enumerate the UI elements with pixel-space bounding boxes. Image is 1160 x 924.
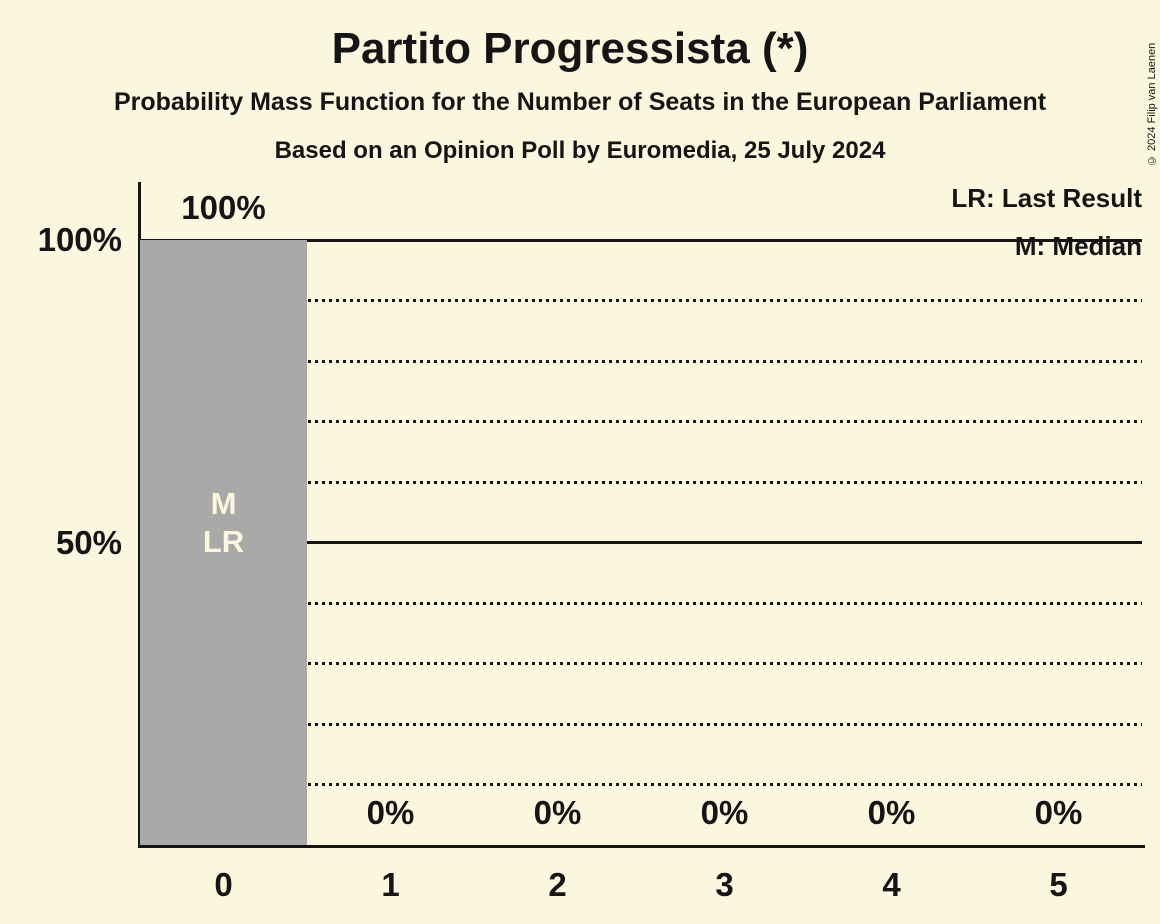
gridline-dotted-20: [140, 722, 1142, 726]
gridline-solid-100: [140, 238, 1142, 242]
x-tick-label-0: 0: [214, 866, 233, 903]
plot-area: 100% M LR 0% 0% 0% 0% 0%: [140, 189, 1142, 845]
bar-cell-3: 0%: [641, 240, 808, 845]
x-tick-label-1: 1: [381, 866, 400, 903]
bar-seats-0: [140, 240, 307, 845]
gridline-dotted-10: [140, 783, 1142, 786]
x-tick-label-4: 4: [882, 866, 901, 903]
bar-annotation-0: M LR: [140, 485, 307, 561]
x-axis-tick-labels: 0 1 2 3 4 5: [140, 866, 1142, 911]
bar-value-label-4: 0%: [867, 794, 916, 831]
bar-value-label-1: 0%: [366, 794, 415, 831]
chart-poll-source: Based on an Opinion Poll by Euromedia, 2…: [274, 137, 886, 164]
bar-cell-4: 0%: [808, 240, 975, 845]
bar-annotation-line: LR: [202, 523, 245, 559]
gridline-dotted-80: [140, 359, 1142, 363]
gridline-dotted-40: [140, 601, 1142, 605]
y-tick-label-50: 50%: [55, 523, 122, 561]
gridline-dotted-60: [140, 480, 1142, 484]
gridline-dotted-70: [140, 420, 1142, 423]
legend-last-result: LR: Last Result: [951, 183, 1142, 213]
bar-cell-1: 0%: [307, 240, 474, 845]
y-tick-label-100: 100%: [37, 221, 122, 258]
bar-cell-5: 0%: [975, 240, 1142, 845]
gridline-solid-50: [140, 541, 1142, 544]
bar-value-label-3: 0%: [700, 794, 749, 831]
bar-annotation-line: M: [210, 485, 237, 521]
bar-value-label-0: 100%: [181, 189, 266, 226]
y-axis-tick-labels: 100% 50%: [0, 221, 122, 845]
x-tick-label-3: 3: [715, 866, 734, 903]
bar-cell-0: 100% M LR: [140, 189, 307, 845]
chart-legend: LR: Last Result M: Median: [951, 182, 1142, 278]
gridline-dotted-30: [140, 662, 1142, 665]
bar-cell-2: 0%: [474, 240, 641, 845]
x-axis-line: [138, 845, 1145, 848]
chart-subtitle: Probability Mass Function for the Number…: [113, 88, 1047, 116]
bar-value-label-5: 0%: [1034, 794, 1083, 831]
chart-title: Partito Progressista (*): [331, 24, 809, 73]
x-tick-label-2: 2: [548, 866, 567, 903]
legend-median: M: Median: [1014, 231, 1142, 261]
bar-value-label-2: 0%: [533, 794, 582, 831]
y-axis-line: [138, 182, 141, 848]
x-tick-label-5: 5: [1049, 866, 1068, 903]
gridline-dotted-90: [140, 299, 1142, 302]
